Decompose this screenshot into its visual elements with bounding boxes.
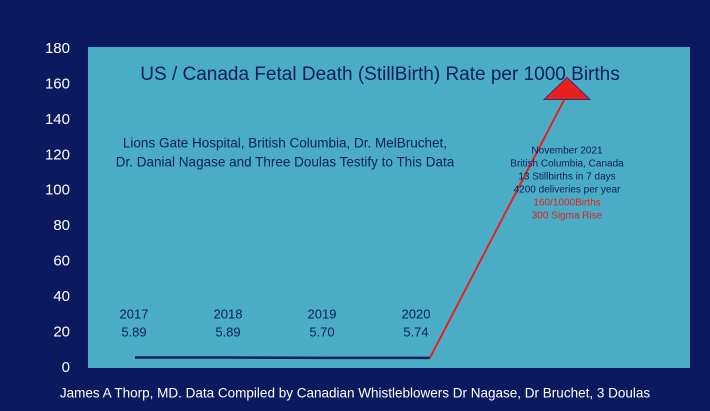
y-tick-label: 120 [45, 146, 70, 163]
y-tick-label: 60 [53, 253, 70, 270]
subtitle: Lions Gate Hospital, British Columbia, D… [123, 136, 447, 151]
y-tick-label: 180 [45, 40, 70, 57]
x-category-label: 2018 [214, 306, 243, 321]
value-label: 5.70 [309, 324, 334, 339]
y-tick-label: 20 [53, 324, 70, 341]
value-label: 5.89 [215, 324, 240, 339]
y-tick-label: 100 [45, 182, 70, 199]
annotation-highlight: 160/1000Births [533, 198, 600, 209]
annotation-line: 4200 deliveries per year [514, 185, 621, 196]
y-tick-label: 80 [53, 217, 70, 234]
x-category-label: 2020 [402, 306, 431, 321]
subtitle: Dr. Danial Nagase and Three Doulas Testi… [116, 155, 455, 170]
annotation-line: November 2021 [531, 146, 603, 157]
caption: James A Thorp, MD. Data Compiled by Cana… [60, 386, 651, 401]
annotation-highlight: 300 Sigma Rise [532, 211, 603, 222]
arrow-shaft [429, 93, 568, 359]
annotation-line: British Columbia, Canada [510, 159, 624, 170]
y-tick-label: 0 [62, 359, 70, 376]
value-label: 5.89 [121, 324, 146, 339]
arrow-head [542, 76, 592, 100]
plot-area [88, 47, 690, 368]
value-label: 5.74 [403, 324, 428, 339]
y-tick-label: 40 [53, 288, 70, 305]
chart-title: US / Canada Fetal Death (StillBirth) Rat… [140, 64, 619, 85]
x-category-label: 2017 [120, 306, 149, 321]
annotation-line: 13 Stillbirths in 7 days [518, 172, 615, 183]
y-tick-label: 160 [45, 75, 70, 92]
y-tick-label: 140 [45, 111, 70, 128]
x-category-label: 2019 [308, 306, 337, 321]
